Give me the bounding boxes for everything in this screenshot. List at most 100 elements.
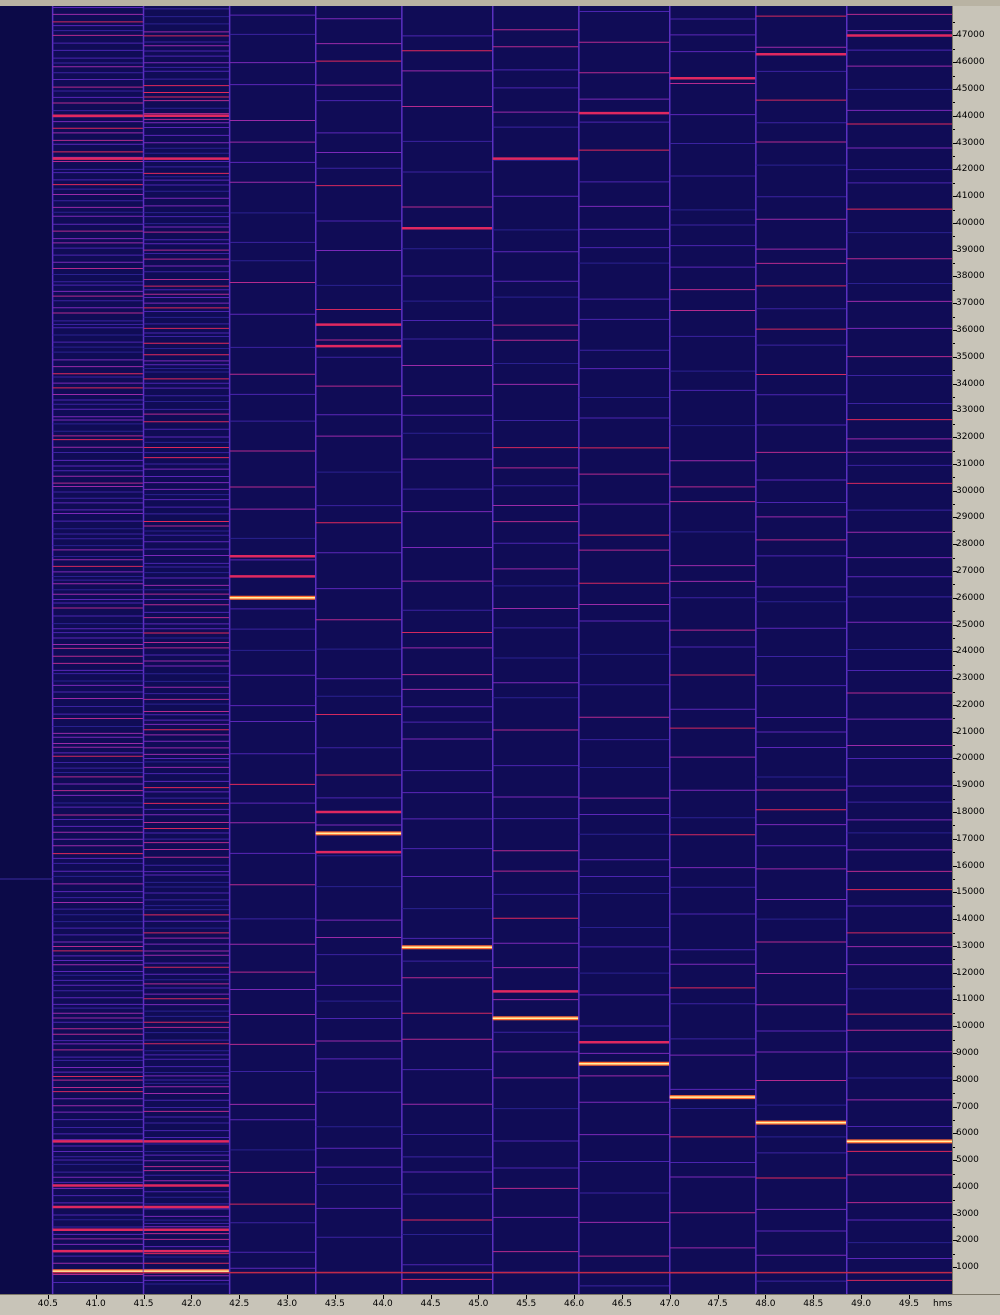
y-tick-label: 27000 <box>956 566 985 576</box>
y-tick-label: 40000 <box>956 217 985 228</box>
x-tick-label: 45.5 <box>516 1299 537 1309</box>
y-tick-label: 25000 <box>956 619 985 630</box>
time-axis: hms 40.5 41.0 41.5 42.0 42.5 43.0 43.5 44.0 44.5… <box>0 1294 1000 1315</box>
y-minor-tick <box>953 343 955 345</box>
y-minor-tick <box>953 22 955 24</box>
y-tick-mark <box>953 678 957 680</box>
y-minor-tick <box>953 745 955 747</box>
y-minor-tick <box>953 155 955 157</box>
y-minor-tick <box>953 1119 955 1121</box>
y-tick-mark <box>953 222 957 224</box>
y-tick-label: 21000 <box>956 726 985 737</box>
y-tick-mark <box>953 544 957 546</box>
segment-band-7 <box>669 6 756 1294</box>
y-tick-label: 42000 <box>956 164 985 175</box>
x-tick-label: 46.0 <box>564 1299 585 1309</box>
y-tick-mark <box>953 1053 957 1054</box>
time-unit-label: hms <box>933 1299 953 1309</box>
y-minor-tick <box>953 75 955 77</box>
y-tick-mark <box>953 1267 957 1269</box>
x-tick-label: 45.0 <box>468 1299 489 1309</box>
y-tick-mark <box>953 276 957 278</box>
y-tick-mark <box>953 758 957 760</box>
x-tick-mark <box>669 1295 671 1299</box>
y-minor-tick <box>953 932 955 934</box>
x-tick-label: 42.5 <box>229 1299 250 1309</box>
y-tick-label: 22000 <box>956 699 985 710</box>
y-tick-label: 34000 <box>956 378 985 389</box>
y-minor-tick <box>953 664 955 666</box>
y-tick-mark <box>953 463 957 465</box>
y-tick-mark <box>953 624 957 626</box>
x-tick-mark <box>287 1295 289 1299</box>
y-minor-tick <box>953 129 955 131</box>
y-tick-mark <box>953 838 957 840</box>
y-tick-label: 15000 <box>956 887 985 898</box>
y-tick-mark <box>953 945 957 947</box>
y-minor-tick <box>953 316 955 318</box>
y-tick-label: 12000 <box>956 967 985 978</box>
y-minor-tick <box>953 477 955 479</box>
spectrogram-canvas[interactable] <box>0 6 952 1294</box>
y-tick-mark <box>953 972 957 974</box>
y-tick-label: 30000 <box>956 485 985 496</box>
y-minor-tick <box>953 1066 955 1068</box>
x-tick-label: 47.5 <box>707 1299 728 1309</box>
spectrogram-plot[interactable] <box>0 6 952 1294</box>
y-tick-mark <box>953 1160 957 1162</box>
y-tick-label: 9000 <box>956 1048 979 1058</box>
y-tick-label: 35000 <box>956 351 985 362</box>
y-tick-mark <box>953 1106 957 1108</box>
x-tick-label: 40.5 <box>37 1299 58 1309</box>
y-tick-mark <box>953 517 957 519</box>
y-minor-tick <box>953 102 955 104</box>
y-minor-tick <box>953 450 955 452</box>
y-tick-label: 26000 <box>956 592 985 603</box>
y-tick-label: 18000 <box>956 807 985 817</box>
y-tick-label: 5000 <box>956 1155 979 1166</box>
y-tick-label: 39000 <box>956 244 985 255</box>
y-minor-tick <box>953 504 955 506</box>
x-tick-mark <box>478 1295 480 1299</box>
y-minor-tick <box>953 986 955 988</box>
x-tick-label: 41.5 <box>133 1299 154 1309</box>
y-tick-label: 7000 <box>956 1101 979 1112</box>
y-tick-label: 11000 <box>956 994 985 1005</box>
y-tick-mark <box>953 1186 957 1188</box>
y-minor-tick <box>953 798 955 800</box>
x-tick-label: 43.0 <box>277 1299 298 1309</box>
segment-band-1 <box>143 6 230 1294</box>
y-tick-mark <box>953 812 957 813</box>
y-tick-mark <box>953 303 957 305</box>
x-tick-label: 48.5 <box>803 1299 824 1309</box>
y-minor-tick <box>953 209 955 211</box>
y-tick-mark <box>953 62 957 64</box>
segment-band-3 <box>315 6 402 1294</box>
y-minor-tick <box>953 1173 955 1175</box>
x-tick-mark <box>239 1295 241 1299</box>
x-tick-label: 47.0 <box>659 1299 680 1309</box>
segment-band-4 <box>401 6 493 1294</box>
y-tick-mark <box>953 249 957 251</box>
y-tick-label: 36000 <box>956 325 985 335</box>
x-tick-label: 43.5 <box>324 1299 345 1309</box>
x-tick-mark <box>382 1295 384 1299</box>
y-tick-label: 2000 <box>956 1235 979 1246</box>
y-minor-tick <box>953 1093 955 1095</box>
y-minor-tick <box>953 852 955 854</box>
y-minor-tick <box>953 1146 955 1148</box>
y-tick-label: 24000 <box>956 646 985 657</box>
y-tick-label: 10000 <box>956 1021 985 1032</box>
x-tick-label: 49.0 <box>851 1299 872 1309</box>
y-tick-label: 4000 <box>956 1181 979 1192</box>
x-tick-mark <box>621 1295 623 1299</box>
y-tick-label: 38000 <box>956 271 985 282</box>
y-tick-label: 29000 <box>956 512 985 523</box>
x-tick-label: 46.5 <box>611 1299 632 1309</box>
x-tick-mark <box>95 1295 97 1299</box>
x-tick-mark <box>908 1295 910 1299</box>
y-minor-tick <box>953 530 955 532</box>
segment-band-5 <box>492 6 579 1294</box>
segment-band-8 <box>755 6 847 1294</box>
